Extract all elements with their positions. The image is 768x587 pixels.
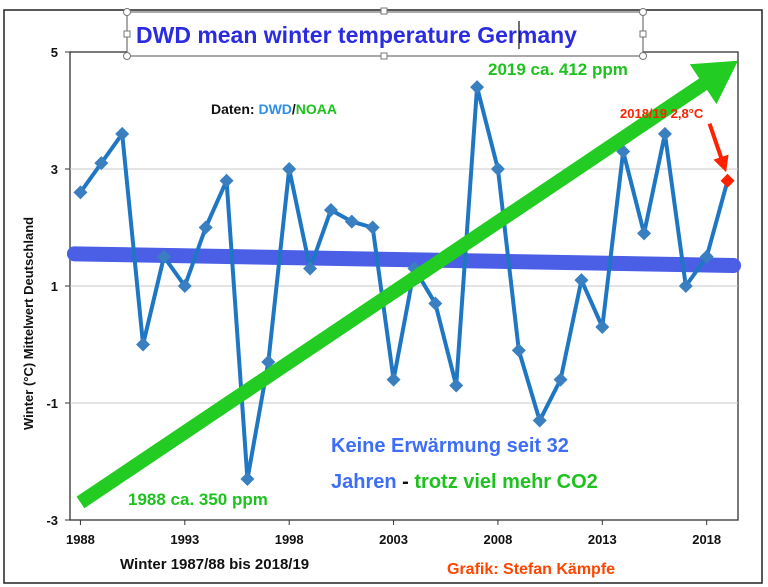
y-axis: -3 -1 1 3 5 (46, 45, 70, 528)
data-point (156, 249, 171, 264)
title-handle (380, 52, 388, 60)
y-tick-label: 5 (51, 45, 58, 60)
data-point (657, 126, 672, 141)
co2-arrow (76, 60, 739, 509)
co2-arrow-shape (76, 60, 739, 509)
title-handle (123, 52, 131, 60)
highlight-label: 2018/19 2,8°C (620, 106, 704, 121)
data-point (282, 162, 297, 176)
data-point (449, 378, 464, 393)
title-handle (123, 8, 131, 16)
source-sep: / (292, 101, 296, 117)
data-point (136, 337, 151, 352)
co2-start-label: 1988 ca. 350 ppm (128, 490, 268, 509)
highlight-point (720, 173, 735, 188)
y-tick-label: -3 (46, 513, 58, 528)
data-point (94, 156, 109, 171)
data-point (637, 226, 652, 241)
title-handle (380, 7, 388, 15)
y-tick-label: 3 (51, 162, 58, 177)
chart-title-part2: Germany (477, 22, 577, 48)
data-point (177, 279, 192, 293)
trend-line (66, 246, 742, 274)
data-point (344, 214, 359, 229)
data-point (470, 80, 485, 95)
data-point (240, 472, 255, 487)
x-tick-label: 2018 (692, 532, 721, 547)
x-axis-label: Winter 1987/88 bis 2018/19 (120, 556, 309, 573)
source-prefix: Daten: (211, 101, 258, 117)
chart-title: DWD mean winter temperature Germany (136, 22, 577, 48)
source-dwd: DWD (258, 101, 291, 117)
x-tick-label: 2008 (483, 532, 512, 547)
data-point (553, 372, 568, 387)
note-line2-c: trotz viel mehr CO2 (414, 471, 597, 493)
title-handle (639, 52, 647, 60)
title-handle (639, 8, 647, 16)
note-line2-a: Jahren (331, 471, 397, 493)
data-point (198, 220, 213, 235)
data-point (219, 173, 234, 188)
data-point (490, 162, 505, 176)
data-point (73, 185, 88, 200)
x-tick-label: 1993 (170, 532, 199, 547)
title-handle (639, 30, 647, 38)
series-line (78, 85, 730, 482)
data-point (303, 261, 318, 276)
data-point (115, 126, 130, 141)
data-point (386, 372, 401, 387)
title-handle (123, 30, 131, 38)
data-point (511, 343, 526, 358)
data-point (595, 319, 610, 334)
data-point (678, 279, 693, 293)
data-point (323, 202, 338, 217)
data-point (574, 273, 589, 288)
data-point (532, 413, 547, 428)
y-axis-label: Winter (°C) Mittelwert Deutschland (21, 217, 36, 430)
highlight-arrow (707, 123, 729, 173)
data-source: Daten: DWD/NOAA (211, 101, 337, 117)
source-noaa: NOAA (296, 101, 337, 117)
x-tick-label: 2003 (379, 532, 408, 547)
x-tick-label: 1998 (275, 532, 304, 547)
chart-title-part1: DWD mean winter temperature (136, 22, 477, 48)
data-points (73, 80, 735, 487)
x-axis: 1988 1993 1998 2003 2008 2013 2018 (66, 520, 721, 547)
y-tick-label: -1 (46, 396, 58, 411)
note-line2: Jahren - trotz viel mehr CO2 (331, 471, 598, 493)
co2-end-label: 2019 ca. 412 ppm (488, 60, 628, 79)
y-tick-label: 1 (51, 279, 58, 294)
credit: Grafik: Stefan Kämpfe (447, 561, 615, 578)
data-point (428, 296, 443, 311)
note-line2-b: - (397, 471, 415, 493)
title-box (126, 11, 644, 57)
note-line1: Keine Erwärmung seit 32 (331, 435, 569, 457)
data-point (365, 220, 380, 235)
x-tick-label: 2013 (588, 532, 617, 547)
x-tick-label: 1988 (66, 532, 95, 547)
data-point (699, 249, 714, 264)
